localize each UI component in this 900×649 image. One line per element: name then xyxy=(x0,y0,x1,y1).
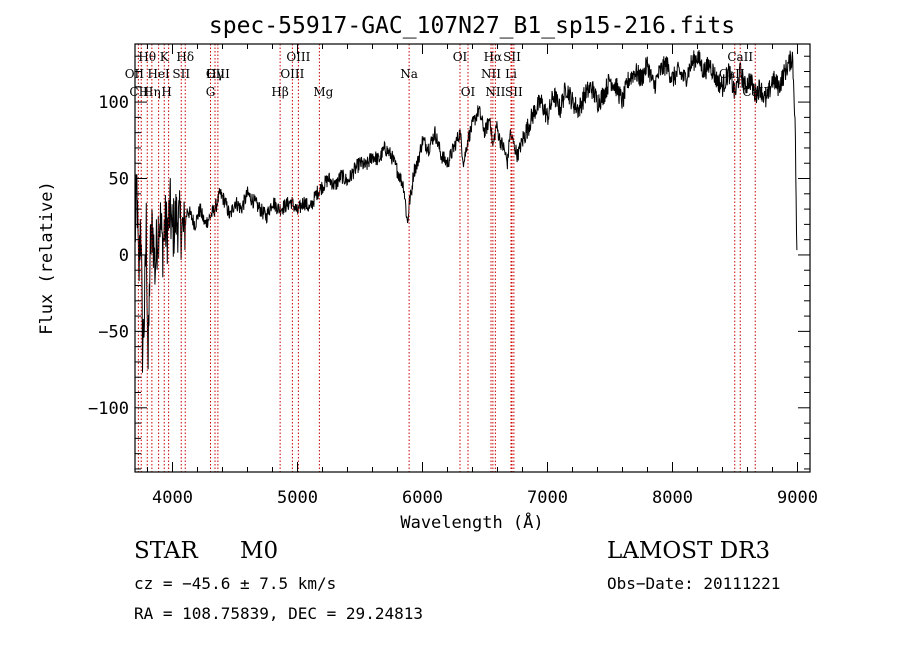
line-label-2: Hδ xyxy=(176,50,194,64)
plot-frame xyxy=(134,43,811,473)
y-axis-label: Flux (relative) xyxy=(37,181,57,335)
line-label-26: CaII xyxy=(719,67,745,81)
line-label-1: K xyxy=(160,50,170,64)
survey-name: LAMOST DR3 xyxy=(607,538,771,564)
spectrum-series xyxy=(135,50,798,373)
x-tick-label-3: 7000 xyxy=(527,488,568,508)
object-subclass: M0 xyxy=(240,538,279,564)
y-tick-label-2: 0 xyxy=(119,246,129,266)
line-label-14: Hβ xyxy=(271,85,288,99)
line-label-12: OIII xyxy=(286,50,310,64)
line-label-27: CaII xyxy=(742,85,768,99)
line-label-11: G xyxy=(206,85,216,99)
x-tick-label-4: 8000 xyxy=(652,488,693,508)
line-label-0: Hθ xyxy=(138,50,156,64)
x-axis-label: Wavelength (Å) xyxy=(400,511,543,533)
line-label-23: NII xyxy=(485,85,505,99)
line-label-9: Hη xyxy=(143,85,161,99)
observation-date: Obs−Date: 20111221 xyxy=(607,574,781,593)
line-label-5: SII xyxy=(172,67,190,81)
line-label-18: OI xyxy=(461,85,476,99)
line-label-10: H xyxy=(161,85,171,99)
coordinates: RA = 108.75839, DEC = 29.24813 xyxy=(134,604,423,623)
y-tick-label-4: 100 xyxy=(98,93,129,113)
x-tick-label-0: 4000 xyxy=(152,488,193,508)
line-label-6: OIII xyxy=(206,67,230,81)
plot-area xyxy=(135,50,798,373)
line-label-19: Hα xyxy=(484,50,503,64)
line-label-21: NII xyxy=(481,67,501,81)
y-tick-label-3: 50 xyxy=(109,170,129,190)
y-tick-label-1: −50 xyxy=(98,322,129,342)
line-label-24: SII xyxy=(505,85,523,99)
x-tick-label-5: 9000 xyxy=(777,488,818,508)
y-tick-label-0: −100 xyxy=(88,399,129,419)
line-label-22: Li xyxy=(505,67,517,81)
line-markers xyxy=(137,44,756,472)
redshift-value: cz = −45.6 ± 7.5 km/s xyxy=(134,574,337,593)
line-label-17: OI xyxy=(453,50,468,64)
line-label-20: SII xyxy=(503,50,521,64)
line-label-4: HeI xyxy=(147,67,170,81)
line-label-15: Mg xyxy=(313,85,333,99)
line-label-13: OIII xyxy=(280,67,304,81)
line-label-25: CaII xyxy=(727,50,753,64)
chart-title: spec-55917-GAC_107N27_B1_sp15-216.fits xyxy=(209,13,735,39)
axes: 4000 5000 6000 7000 8000 9000 −100 −50 0 50 100 xyxy=(88,43,818,508)
x-tick-label-1: 5000 xyxy=(277,488,318,508)
object-class: STAR xyxy=(134,538,198,564)
x-tick-label-2: 6000 xyxy=(402,488,443,508)
line-label-8: CH xyxy=(129,85,149,99)
line-label-16: Na xyxy=(400,67,418,81)
line-label-7: Hγ xyxy=(206,67,224,81)
